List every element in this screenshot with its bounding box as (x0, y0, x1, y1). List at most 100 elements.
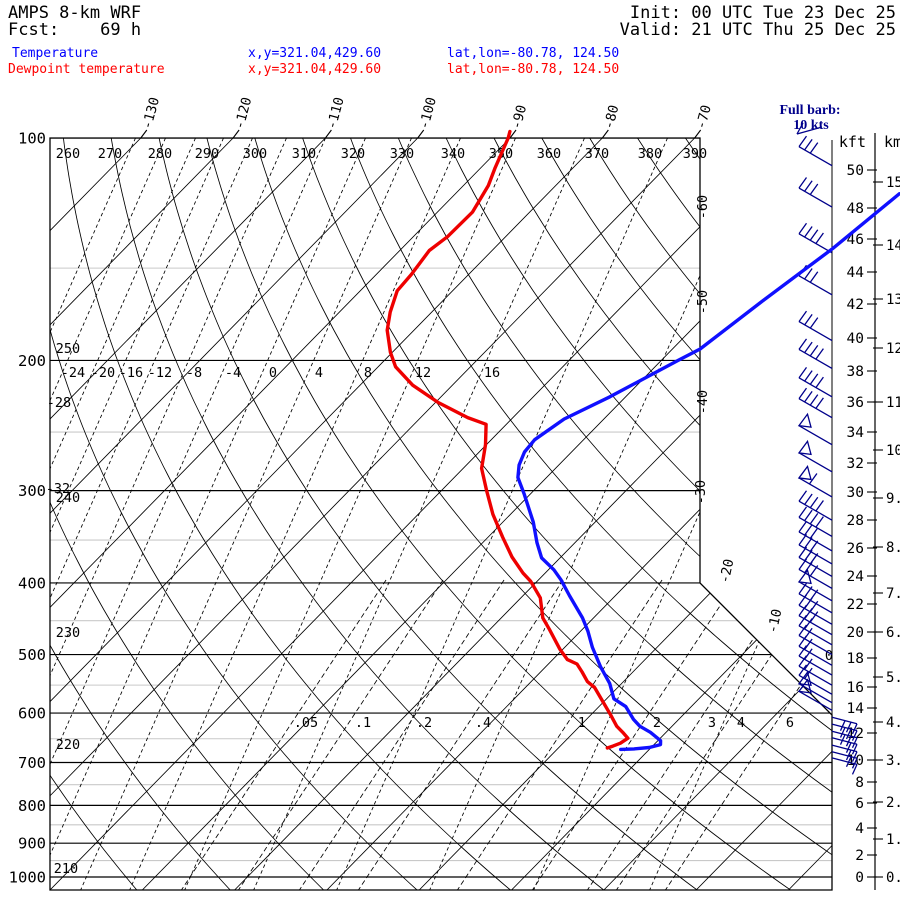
svg-text:1: 1 (578, 715, 586, 731)
svg-text:280: 280 (148, 146, 172, 162)
svg-text:-20: -20 (91, 365, 115, 381)
theta-labels: 260 270 280 290 300 310 320 330 340 350 360 370 380 3… (54, 146, 707, 877)
svg-text:310: 310 (292, 146, 316, 162)
svg-text:Full barb:: Full barb: (779, 103, 840, 118)
svg-text:.4: .4 (475, 715, 491, 731)
svg-text:370: 370 (585, 146, 609, 162)
svg-text:-16: -16 (119, 365, 143, 381)
svg-text:7.: 7. (886, 586, 900, 602)
wind-barbs (796, 122, 858, 890)
svg-text:15.: 15. (886, 175, 900, 191)
svg-text:1000: 1000 (9, 869, 46, 887)
pressure-gridlines (50, 138, 832, 878)
init-time: Init: 00 UTC Tue 23 Dec 25 (629, 3, 896, 23)
svg-text:-60: -60 (695, 195, 711, 219)
svg-text:400: 400 (18, 574, 46, 592)
svg-text:300: 300 (18, 482, 46, 500)
svg-text:270: 270 (98, 146, 122, 162)
svg-text:8: 8 (855, 775, 864, 791)
svg-text:km: km (884, 133, 900, 151)
svg-text:-28: -28 (47, 395, 71, 411)
svg-text:6.: 6. (886, 625, 900, 641)
svg-text:700: 700 (18, 754, 46, 772)
svg-text:12.: 12. (886, 341, 900, 357)
svg-text:kft: kft (839, 133, 866, 151)
svg-text:-8: -8 (186, 365, 202, 381)
legend-dewpoint-latlon: lat,lon=-80.78, 124.50 (447, 62, 620, 77)
svg-text:360: 360 (537, 146, 561, 162)
svg-text:0.: 0. (886, 870, 900, 886)
pressure-axis-labels: 100 200 300 400 500 600 700 800 900 1000 (9, 130, 46, 887)
svg-text:900: 900 (18, 835, 46, 853)
svg-text:11.: 11. (886, 395, 900, 411)
svg-text:290: 290 (195, 146, 219, 162)
full-barb-note: Full barb:10 kts (779, 103, 840, 133)
svg-text:4: 4 (855, 821, 864, 837)
background-line-families (50, 138, 832, 890)
svg-text:46: 46 (847, 232, 864, 248)
isotherm-lines (50, 138, 832, 890)
moist-adiabat-lines (50, 138, 832, 890)
svg-text:24: 24 (847, 569, 865, 585)
svg-text:13.: 13. (886, 292, 900, 308)
svg-text:330: 330 (390, 146, 414, 162)
svg-text:10.: 10. (886, 443, 900, 459)
svg-text:50: 50 (847, 163, 864, 179)
svg-text:4.: 4. (886, 715, 900, 731)
svg-text:40: 40 (847, 331, 864, 347)
svg-text:34: 34 (847, 425, 865, 441)
top-temperature-labels: -130 -120 -110 -100 -90 -80 -70 (139, 95, 715, 139)
mixing-ratio-labels: .05 .1 .2 .4 1 2 3 4 6 (294, 715, 794, 731)
svg-text:32: 32 (847, 456, 864, 472)
dry-adiabat-lines (50, 138, 832, 890)
svg-text:22: 22 (847, 597, 864, 613)
svg-text:5.: 5. (886, 670, 900, 686)
svg-text:-4: -4 (225, 365, 241, 381)
height-scales: kft km02468101214161820222426283032343638… (839, 133, 900, 890)
svg-text:-30: -30 (693, 480, 709, 504)
svg-text:14: 14 (847, 701, 865, 717)
svg-text:390: 390 (683, 146, 707, 162)
mixing-ratio-lines (181, 579, 832, 890)
svg-text:16: 16 (847, 680, 864, 696)
svg-text:4: 4 (737, 715, 745, 731)
forecast-hour: Fcst: 69 h (8, 20, 142, 40)
svg-text:-10: -10 (765, 608, 786, 635)
svg-text:-50: -50 (695, 290, 711, 314)
svg-text:220: 220 (56, 737, 80, 753)
svg-text:800: 800 (18, 797, 46, 815)
svg-text:-90: -90 (508, 103, 530, 131)
svg-text:260: 260 (56, 146, 80, 162)
svg-text:1.: 1. (886, 832, 900, 848)
svg-text:0: 0 (855, 870, 864, 886)
svg-text:18: 18 (847, 651, 864, 667)
svg-text:-40: -40 (695, 390, 711, 414)
svg-text:-32: -32 (46, 481, 70, 497)
svg-text:36: 36 (847, 395, 864, 411)
legend-dewpoint-xy: x,y=321.04,429.60 (248, 62, 382, 77)
svg-text:6: 6 (786, 715, 794, 731)
svg-text:9.: 9. (886, 491, 900, 507)
svg-text:210: 210 (54, 861, 78, 877)
svg-text:10 kts: 10 kts (793, 118, 829, 133)
legend-temperature-latlon: lat,lon=-80.78, 124.50 (447, 46, 620, 61)
svg-text:0: 0 (269, 365, 277, 381)
svg-text:6: 6 (855, 796, 864, 812)
svg-text:28: 28 (847, 513, 864, 529)
svg-text:200: 200 (18, 352, 46, 370)
svg-text:14.: 14. (886, 238, 900, 254)
temperature-curve (516, 192, 900, 752)
svg-text:26: 26 (847, 541, 864, 557)
svg-text:44: 44 (847, 265, 865, 281)
svg-text:2.: 2. (886, 795, 900, 811)
svg-text:380: 380 (638, 146, 662, 162)
svg-text:42: 42 (847, 297, 864, 313)
svg-text:-80: -80 (601, 103, 623, 131)
svg-text:-110: -110 (324, 95, 348, 131)
svg-text:2: 2 (653, 715, 661, 731)
svg-text:500: 500 (18, 646, 46, 664)
svg-text:30: 30 (847, 485, 864, 501)
svg-text:48: 48 (847, 201, 864, 217)
legend-temperature-xy: x,y=321.04,429.60 (248, 46, 382, 61)
